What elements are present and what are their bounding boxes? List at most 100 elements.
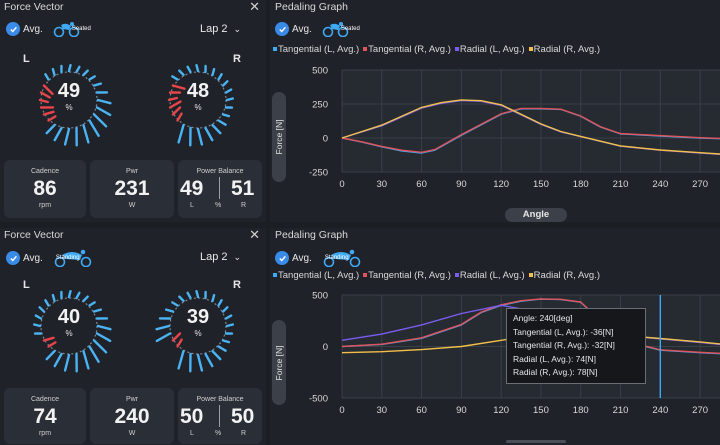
x-tick-label: 240 [652,179,668,190]
pose-label: Seated [340,26,360,32]
lap-select[interactable]: Lap 2 ⌄ [200,251,241,263]
force-vector-tick [195,289,200,299]
tooltip-line: Angle: 240[deg] [513,313,573,323]
left-side-label: L [23,53,30,65]
avg-toggle[interactable]: Avg. Seated [275,21,360,37]
chart-legend: Tangential (L, Avg.) Tangential (R, Avg.)… [273,270,600,281]
legend-label: Radial (L, Avg.) [459,270,525,281]
x-tick-label: 30 [377,405,388,416]
force-vector-tick [171,301,179,307]
balance-divider [219,405,220,427]
balance-r-label: R [241,202,247,209]
legend-item[interactable]: Radial (R, Avg.) [528,270,600,281]
force-vector-tick [39,91,51,99]
balance-l-label: L [190,202,194,209]
left-side-label: L [23,279,30,291]
y-axis-toggle[interactable]: Force [N] [272,320,286,405]
avg-label: Avg. [23,252,43,264]
legend-item[interactable]: Tangential (L, Avg.) [273,44,359,55]
y-axis-toggle[interactable]: Force [N] [272,92,286,182]
left-pct-unit: % [65,103,73,112]
legend-swatch [454,47,459,52]
close-icon[interactable]: ✕ [249,227,260,242]
legend-item[interactable]: Radial (L, Avg.) [454,44,525,55]
avg-label: Avg. [292,252,312,264]
horizontal-scrollbar[interactable] [506,440,566,443]
y-axis-label: Force [N] [274,345,284,380]
legend-label: Tangential (R, Avg.) [368,270,451,281]
power-unit: W [128,430,136,437]
right-side-label: R [233,279,241,291]
seated-cyclist-icon: Seated [321,21,360,37]
y-tick-label: 0 [323,342,328,353]
force-vector-tick [221,80,229,87]
x-tick-label: 90 [456,179,467,190]
tooltip-line: Radial (L, Avg.): 74[N] [513,353,596,364]
force-vector-tick [45,349,56,361]
force-vector-tick [95,332,112,343]
cadence-unit: rpm [38,430,52,437]
series-line [341,298,720,354]
right-pct-unit: % [194,103,202,112]
x-tick-label: 120 [493,405,509,416]
cadence-unit: rpm [38,202,52,209]
x-tick-label: 180 [573,179,589,190]
force-vector-tick [221,306,229,313]
force-vector-tick [221,113,231,118]
legend-item[interactable]: Radial (R, Avg.) [528,44,600,55]
force-vector-tick [178,69,185,77]
series-line [341,107,720,154]
force-vector-tick [178,295,185,303]
legend-label: Tangential (L, Avg.) [278,44,360,55]
chevron-down-icon: ⌄ [233,251,242,262]
pedaling-graph-panel-top: Pedaling Graph Avg. Seated 0 30 60 90 120 150… [270,0,720,222]
force-vector-tick [96,98,112,105]
legend-item[interactable]: Tangential (L, Avg.) [273,270,359,281]
right-force-vector-gauge [167,63,235,147]
legend-item[interactable]: Tangential (R, Avg.) [363,44,451,55]
panel-title: Force Vector [4,1,64,13]
avg-toggle[interactable]: Avg. Standing [6,249,92,267]
check-icon [6,22,20,36]
pedaling-chart: 0 30 60 90 120 150 180 210 240 270 500 250 0 -250 [309,66,720,190]
x-tick-label: 210 [613,179,629,190]
cadence-value: 74 [33,405,57,428]
avg-toggle[interactable]: Avg. Standing [275,249,361,267]
force-vector-tick [176,112,183,122]
balance-right-value: 50 [231,405,255,428]
x-axis-toggle[interactable]: Angle [505,208,567,222]
force-vector-tick [51,67,56,77]
force-vector-tick [211,349,222,361]
force-vector-tick [92,113,108,128]
force-vector-tick [217,299,223,307]
legend-swatch [363,47,368,52]
avg-label: Avg. [292,23,312,35]
lap-select[interactable]: Lap 2 ⌄ [200,23,241,35]
force-vector-tick [195,63,200,73]
balance-pct-label: % [215,202,222,209]
power-balance-card: Power Balance 49 51 L % R [178,160,262,218]
cadence-card: Cadence 74 rpm [4,388,86,444]
right-pct-unit: % [194,329,202,338]
force-vector-tick [164,308,175,313]
x-tick-label: 60 [416,405,427,416]
y-tick-label: -250 [309,168,328,179]
x-tick-label: 0 [339,179,344,190]
y-tick-label: 500 [312,291,328,302]
standing-cyclist-icon: Standing [321,249,361,267]
force-vector-tick [92,308,103,313]
legend-swatch [273,47,277,52]
legend-label: Tangential (L, Avg.) [278,270,360,281]
y-tick-label: 250 [312,100,328,111]
legend-item[interactable]: Radial (L, Avg.) [454,270,525,281]
avg-toggle[interactable]: Avg. Seated [6,21,91,37]
legend-label: Radial (L, Avg.) [459,44,525,55]
force-vector-tick [186,65,192,74]
close-icon[interactable]: ✕ [249,0,260,14]
force-vector-tick [217,345,227,352]
legend-item[interactable]: Tangential (R, Avg.) [363,270,451,281]
force-vector-tick [44,299,50,307]
pedaling-chart: 0 30 60 90 120 150 180 210 240 270 500 0 -500 [309,291,720,416]
balance-right-value: 51 [231,177,255,200]
legend-swatch [363,273,368,278]
